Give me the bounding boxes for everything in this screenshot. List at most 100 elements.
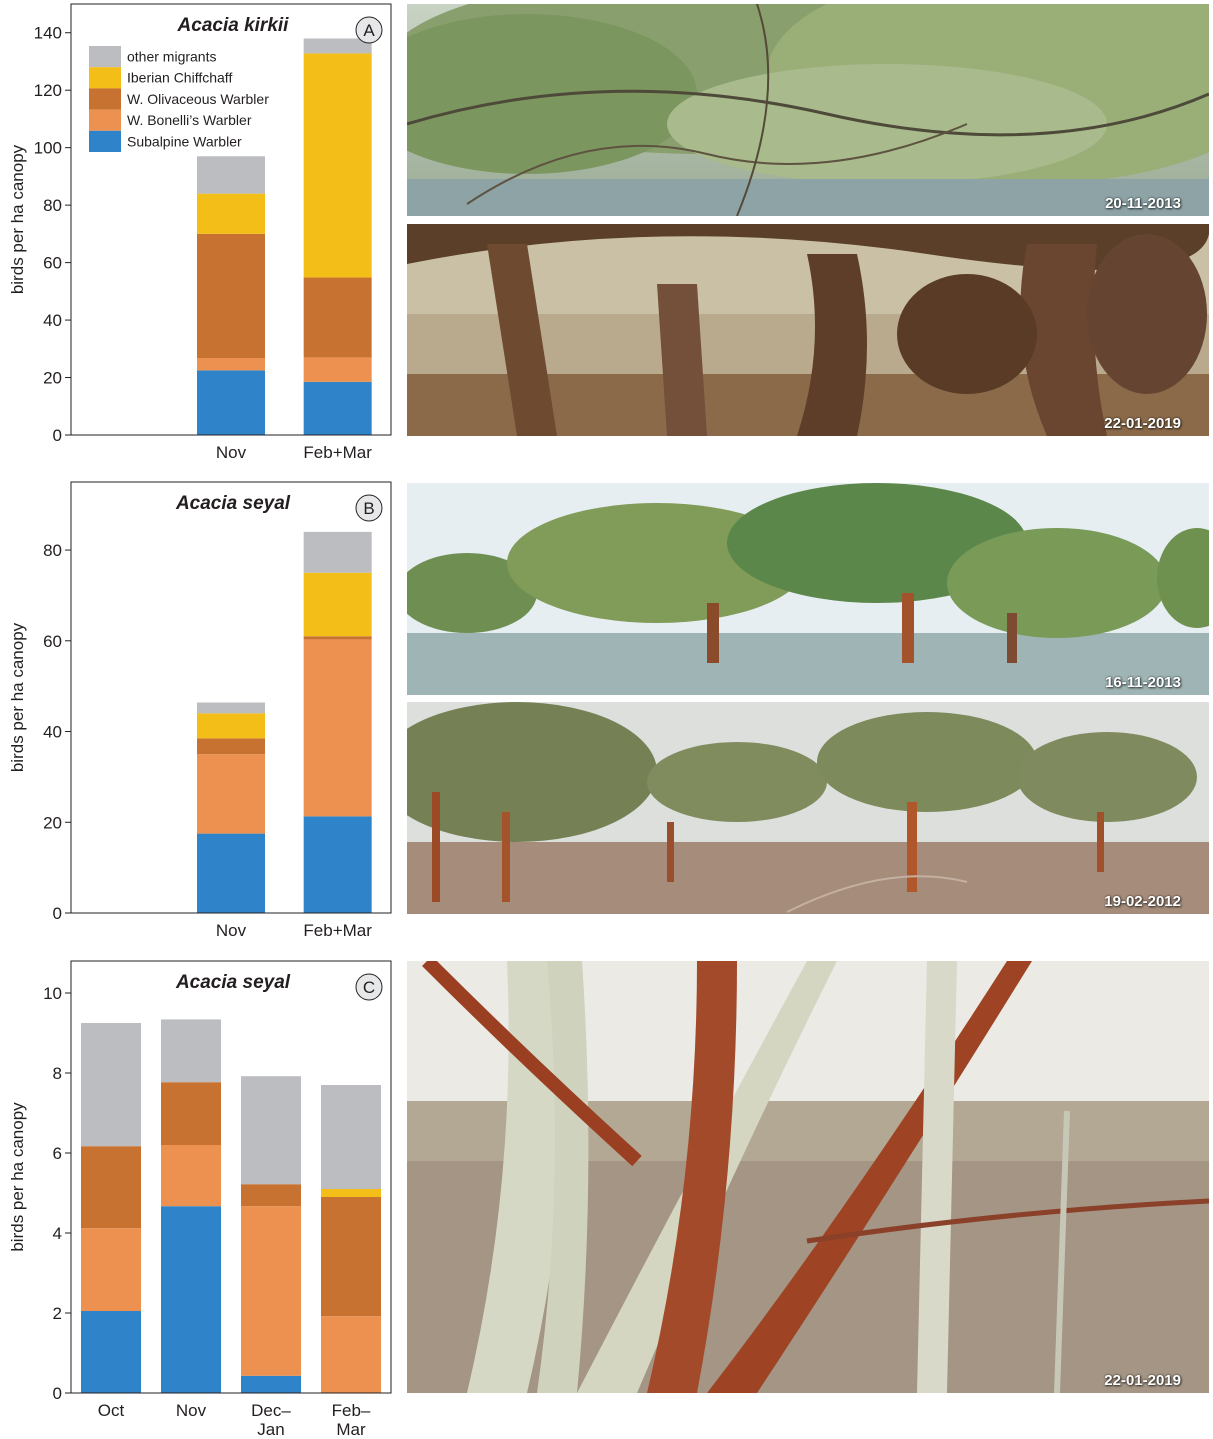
bar-segment-w-olivaceous-warbler [81,1146,141,1229]
bar-segment-iberian-chiffchaff [303,53,372,278]
x-tick-label: Nov [216,443,247,462]
y-tick-label: 80 [43,196,62,215]
photo-date: 20-11-2013 [1105,195,1181,212]
x-tick-label: Nov [176,1401,207,1420]
bar-segment-w-bonellis-warbler [81,1228,141,1311]
bar-segment-w-bonellis-warbler [303,357,372,382]
bar-segment-w-bonellis-warbler [321,1316,381,1393]
x-tick-label: Feb– [332,1401,371,1420]
y-tick-label: 4 [53,1224,62,1243]
legend-label: W. Olivaceous Warbler [127,91,269,107]
panel-letter-badge [355,494,383,522]
legend-swatch-other-migrants [89,46,121,68]
panel-letter-badge [355,16,383,44]
chart-title: Acacia kirkii [177,15,290,36]
legend-swatch-w-bonellis-warbler [89,109,121,131]
bar-segment-subalpine-warbler [81,1311,141,1393]
x-tick-label: Oct [98,1401,125,1420]
plot-frame [70,960,392,1394]
y-tick-label: 20 [43,369,62,388]
photo-date: 19-02-2012 [1104,893,1181,910]
bar-segment-w-olivaceous-warbler [161,1082,221,1145]
y-tick-label: 40 [43,311,62,330]
y-tick-label: 120 [34,81,62,100]
legend-label: other migrants [127,49,216,65]
chart-panel-c: Oct Nov Dec–Jan Feb–Mar 0 2 4 6 8 10 birds per ha … [8,960,392,1439]
legend-swatch-subalpine-warbler [89,130,121,152]
x-tick-label: Nov [216,921,247,940]
y-tick-label: 60 [43,254,62,273]
legend-swatch-w-olivaceous-warbler [89,88,121,110]
y-axis-label: birds per ha canopy [8,144,27,294]
y-tick-label: 20 [43,813,62,832]
bar-segment-subalpine-warbler [161,1206,221,1393]
legend-label: W. Bonelli’s Warbler [127,112,252,128]
photo-dry-acacia-kirkii: 22-01-2019 [407,224,1209,436]
y-tick-label: 6 [53,1144,62,1163]
legend-swatch-iberian-chiffchaff [89,67,121,89]
x-tick-label: Feb+Mar [303,443,372,462]
plot-frame [70,3,392,436]
y-tick-label: 60 [43,632,62,651]
bar-segment-w-olivaceous-warbler [241,1184,301,1207]
photo-flooded-acacia-seyal: 16-11-2013 [407,483,1209,695]
bar-segment-w-bonellis-warbler [197,357,265,371]
chart-title: Acacia seyal [175,493,291,514]
panel-letter: B [363,499,374,518]
y-axis-label: birds per ha canopy [8,1102,27,1252]
x-tick-label: Mar [336,1420,366,1439]
bar-segment-iberian-chiffchaff [197,713,265,739]
bar-segment-other-migrants [321,1085,381,1189]
bar-segment-w-olivaceous-warbler [197,738,265,755]
y-tick-label: 8 [53,1064,62,1083]
photo-date: 22-01-2019 [1104,415,1181,432]
bar-segment-iberian-chiffchaff [303,572,372,637]
x-tick-label: Feb+Mar [303,921,372,940]
bar-segment-w-olivaceous-warbler [303,636,372,640]
bar-segment-w-bonellis-warbler [241,1206,301,1376]
bar-segment-w-bonellis-warbler [303,639,372,817]
bar-segment-other-migrants [197,702,265,714]
panel-letter: A [363,21,375,40]
photo-date: 22-01-2019 [1104,1372,1181,1389]
bar-segment-other-migrants [303,531,372,573]
y-tick-label: 0 [53,426,62,445]
plot-frame [70,481,392,914]
chart-title: Acacia seyal [175,972,291,993]
bar-segment-subalpine-warbler [303,816,372,913]
y-tick-label: 0 [53,1384,62,1403]
y-tick-label: 10 [43,984,62,1003]
bar-segment-subalpine-warbler [241,1375,301,1393]
x-tick-label: Dec– [251,1401,291,1420]
y-tick-label: 40 [43,723,62,742]
bar-segment-w-bonellis-warbler [161,1145,221,1207]
bar-segment-subalpine-warbler [303,381,372,435]
y-tick-label: 140 [34,24,62,43]
bar-segment-other-migrants [161,1019,221,1083]
bar-segment-subalpine-warbler [197,833,265,913]
legend-label: Subalpine Warbler [127,133,242,149]
y-tick-label: 2 [53,1304,62,1323]
bar-segment-iberian-chiffchaff [197,193,265,234]
y-tick-label: 80 [43,541,62,560]
bar-segment-w-bonellis-warbler [197,754,265,834]
bar-segment-subalpine-warbler [197,370,265,435]
photo-flooded-acacia-kirkii: 20-11-2013 [407,4,1209,216]
photo-dry-acacia-seyal: 19-02-2012 [407,702,1209,914]
panel-letter: C [363,978,375,997]
bar-segment-iberian-chiffchaff [321,1189,381,1197]
legend-label: Iberian Chiffchaff [127,70,232,86]
y-tick-label: 100 [34,139,62,158]
bar-segment-other-migrants [303,38,372,54]
y-axis-label: birds per ha canopy [8,622,27,772]
bar-segment-w-olivaceous-warbler [321,1197,381,1317]
bar-segment-w-olivaceous-warbler [303,277,372,358]
bar-segment-w-olivaceous-warbler [197,233,265,358]
x-tick-label: Jan [257,1420,284,1439]
chart-panel-a: Nov Feb+Mar 0 20 40 60 80 100 120 140 birds per ha… [8,3,392,462]
photo-acacia-seyal-bark: 22-01-2019 [407,961,1209,1393]
panel-letter-badge [355,973,383,1001]
bar-segment-other-migrants [197,156,265,194]
chart-panel-b: Nov Feb+Mar 0 20 40 60 80 birds per ha canopy Ac… [8,481,392,940]
bar-segment-other-migrants [81,1023,141,1147]
